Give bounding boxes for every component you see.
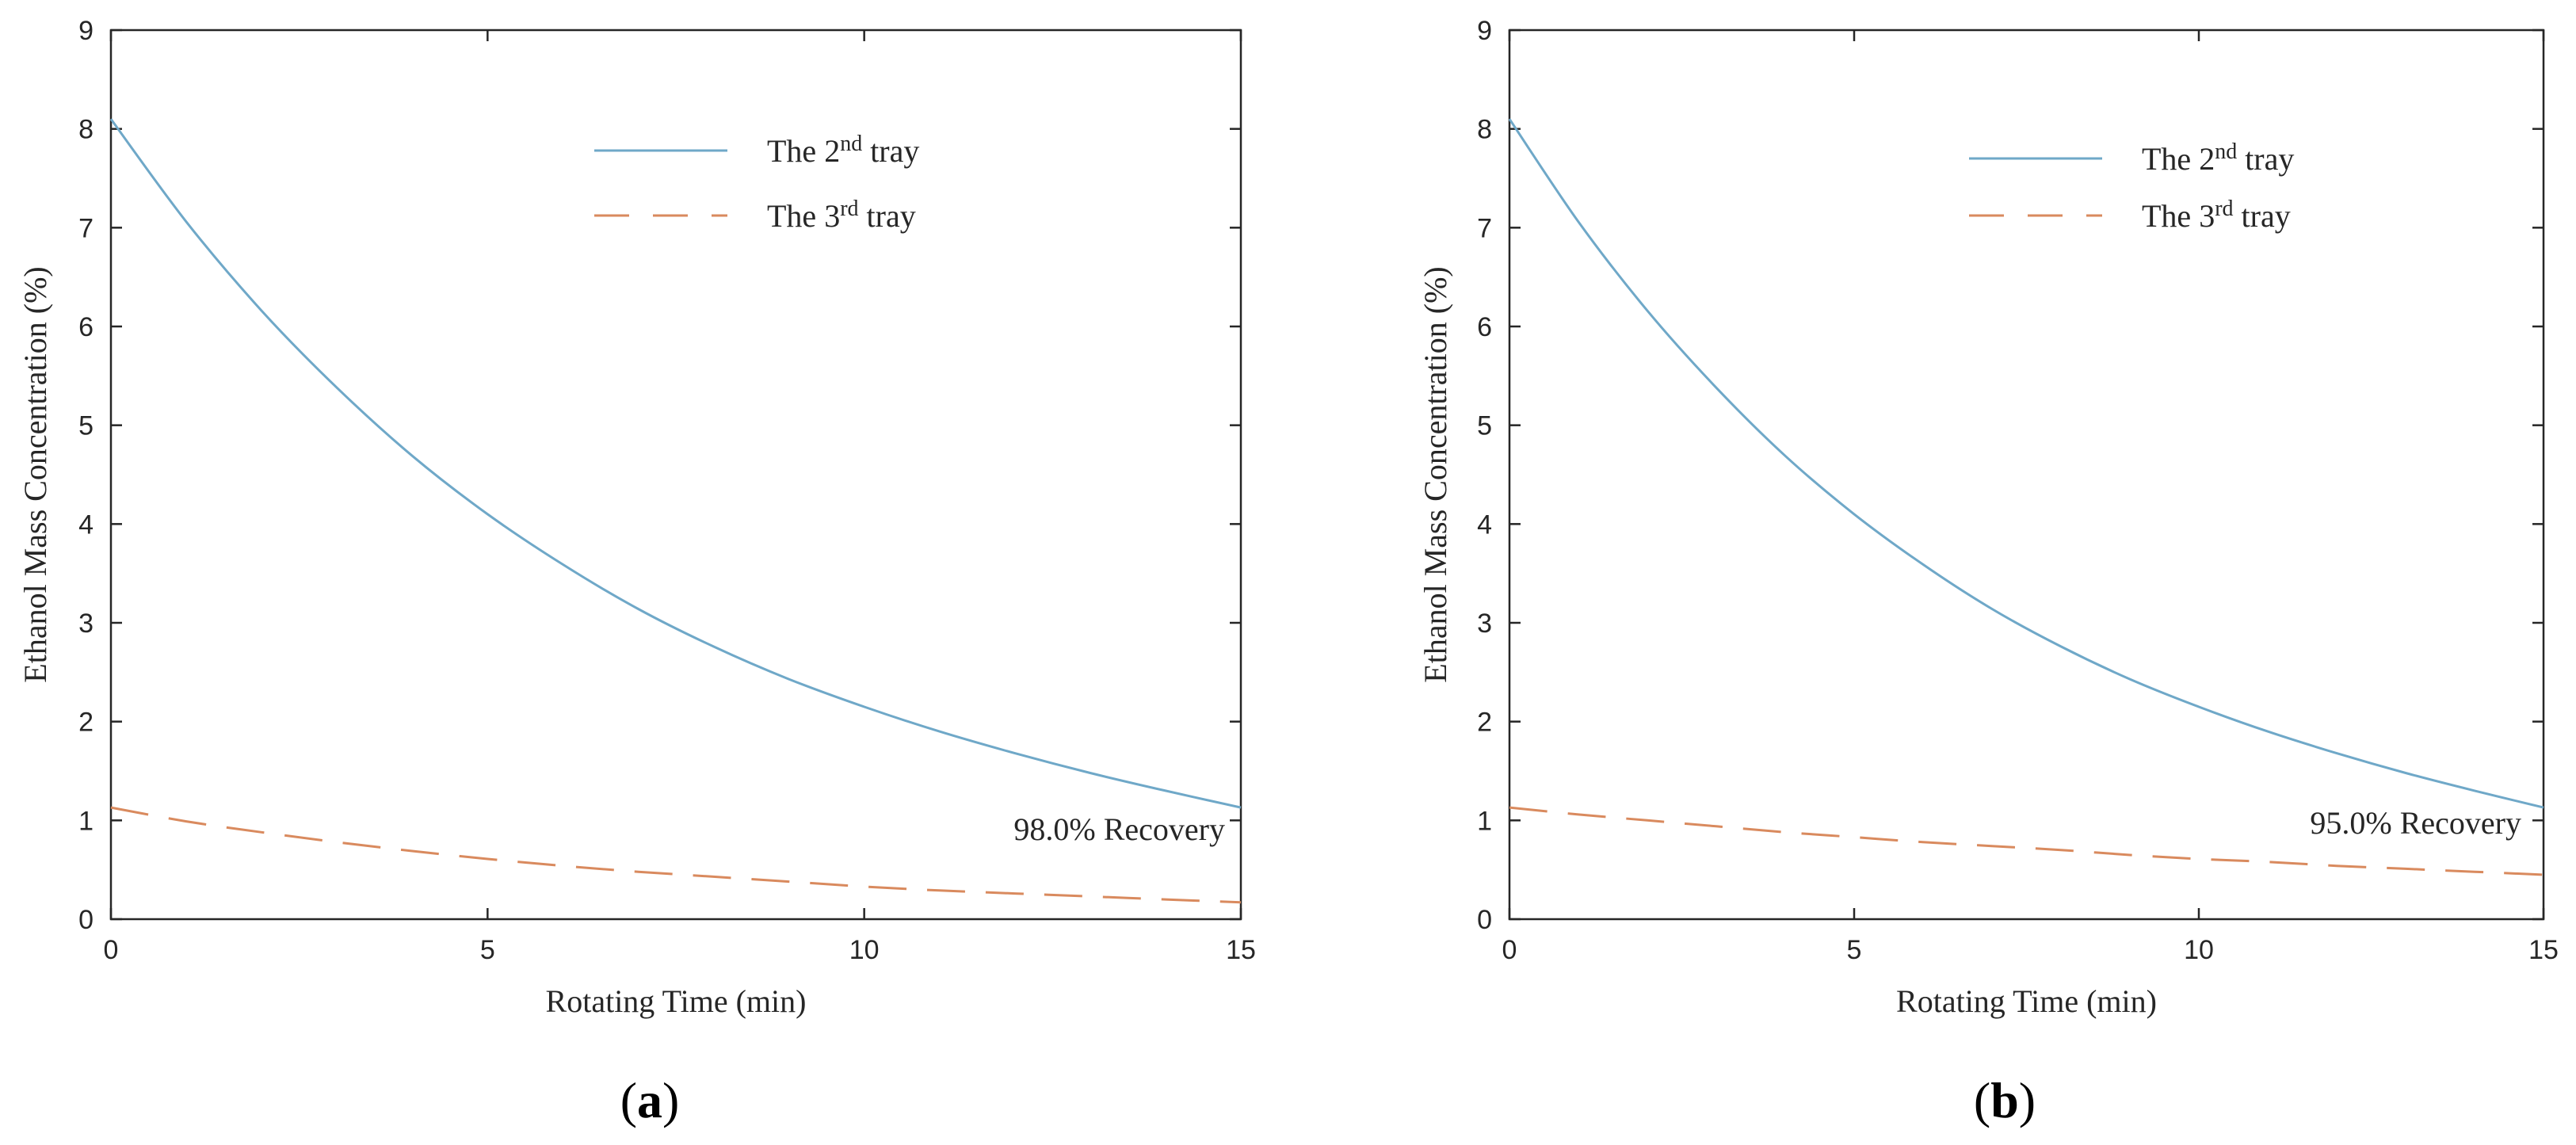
y-tick-label: 8 [1477,115,1492,145]
y-tick-label: 4 [1477,510,1492,540]
y-tick-label: 6 [78,312,93,342]
legend-label-tray-2: The 2nd tray [767,132,919,169]
x-tick-label: 15 [1226,935,1256,965]
chart-panel-a: 0 1 2 3 4 5 6 7 8 9 0 5 10 15 Rotating Time (min) Ethan… [17,16,1256,1128]
x-tick-label: 10 [2184,935,2214,965]
y-tick-label: 1 [78,806,93,836]
y-tick-label: 5 [1477,411,1492,441]
y-tick-label: 3 [1477,609,1492,639]
panel-label: (b) [1974,1072,2036,1128]
x-tick-label: 5 [480,935,495,965]
series-line-tray-2 [109,118,1242,809]
x-tick-label: 5 [1847,935,1862,965]
x-tick-label: 0 [104,935,119,965]
series-line-tray-2 [1508,118,2544,809]
y-tick-label: 7 [78,213,93,243]
x-axis-label: Rotating Time (min) [1896,983,2157,1019]
x-tick-label: 0 [1502,935,1517,965]
y-tick-label: 7 [1477,213,1492,243]
y-tick-label: 0 [1477,905,1492,935]
y-tick-label: 6 [1477,312,1492,342]
y-axis-label: Ethanol Mass Concentration (%) [1418,266,1453,682]
y-tick-label: 2 [1477,708,1492,738]
plot-area-frame [109,29,1242,921]
recovery-annotation: 98.0% Recovery [1013,811,1225,847]
legend-label-tray-3: The 3rd tray [767,197,916,234]
y-tick-label: 0 [78,905,93,935]
legend-label-tray-2: The 2nd tray [2142,139,2294,177]
x-tick-label: 15 [2528,935,2559,965]
y-tick-label: 5 [78,411,93,441]
legend: The 2nd tray The 3rd tray [594,132,919,234]
y-tick-label: 1 [1477,806,1492,836]
x-tick-label: 10 [849,935,880,965]
y-axis-label: Ethanol Mass Concentration (%) [17,266,53,682]
x-axis-label: Rotating Time (min) [546,983,807,1019]
y-tick-label: 9 [1477,16,1492,46]
y-tick-label: 2 [78,708,93,738]
series-line-tray-3 [110,806,1242,904]
legend: The 2nd tray The 3rd tray [1969,139,2294,234]
recovery-annotation: 95.0% Recovery [2310,805,2521,841]
y-tick-label: 8 [78,115,93,145]
panel-label: (a) [620,1072,680,1128]
legend-label-tray-3: The 3rd tray [2142,197,2291,234]
plot-area-frame [1508,29,2545,921]
chart-panel-b: 0 1 2 3 4 5 6 7 8 9 0 5 10 15 Rotating Time (min) Ethan… [1418,16,2559,1128]
y-tick-label: 9 [78,16,93,46]
y-tick-label: 3 [78,609,93,639]
y-tick-label: 4 [78,510,93,540]
